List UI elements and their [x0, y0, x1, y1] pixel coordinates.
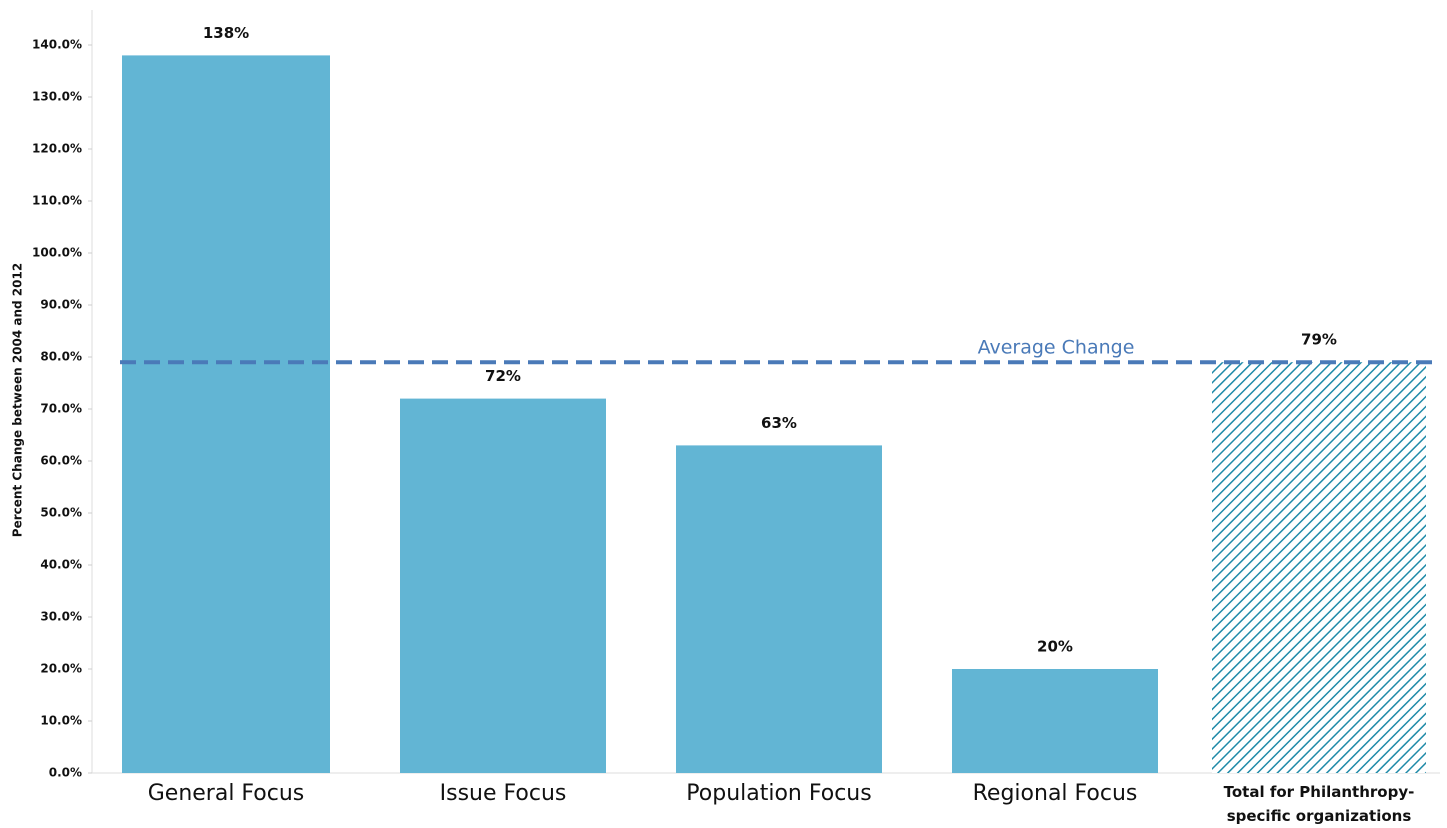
value-label: 20% [1037, 638, 1073, 656]
average-label: Average Change [978, 337, 1135, 359]
y-axis-label: Percent Change between 2004 and 2012 [11, 263, 25, 537]
x-tick-label: Regional Focus [972, 781, 1138, 806]
value-label: 63% [761, 414, 797, 432]
bar [122, 55, 330, 773]
value-label: 79% [1301, 331, 1337, 349]
y-tick-label: 70.0% [40, 402, 82, 416]
y-tick-label: 30.0% [40, 610, 82, 624]
y-tick-label: 20.0% [40, 662, 82, 676]
y-tick-label: 80.0% [40, 350, 82, 364]
bar [1212, 362, 1426, 773]
value-label: 138% [203, 24, 249, 42]
y-tick-label: 140.0% [32, 38, 82, 52]
bar [952, 669, 1158, 773]
y-tick-label: 90.0% [40, 298, 82, 312]
value-label: 72% [485, 367, 521, 385]
y-tick-label: 50.0% [40, 506, 82, 520]
x-tick-label: Issue Focus [439, 781, 567, 806]
bar [676, 445, 882, 773]
y-tick-label: 110.0% [32, 194, 82, 208]
y-tick-label: 0.0% [49, 766, 82, 780]
y-tick-label: 60.0% [40, 454, 82, 468]
y-tick-label: 10.0% [40, 714, 82, 728]
y-tick-label: 130.0% [32, 90, 82, 104]
y-tick-label: 120.0% [32, 142, 82, 156]
y-tick-label: 100.0% [32, 246, 82, 260]
y-tick-label: 40.0% [40, 558, 82, 572]
bar [400, 398, 606, 773]
x-tick-label: Population Focus [686, 781, 872, 806]
x-tick-label: Total for Philanthropy-specific organiza… [1223, 783, 1415, 825]
x-tick-label: General Focus [147, 781, 305, 806]
